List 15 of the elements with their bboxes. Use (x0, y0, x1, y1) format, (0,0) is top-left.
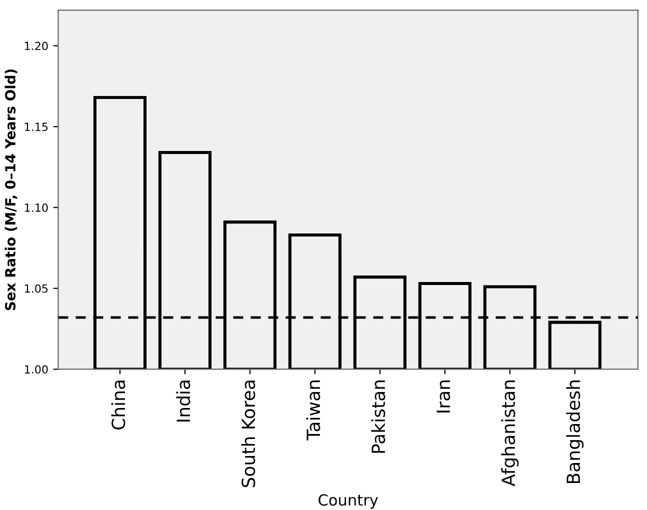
x-tick-label: Iran (436, 380, 450, 412)
y-axis-title: Sex Ratio (M/F, 0–14 Years Old) (4, 70, 18, 310)
y-tick-label: 1.05 (24, 284, 48, 293)
x-tick-label: Taiwan (306, 380, 320, 440)
x-tick-label: South Korea (241, 380, 256, 488)
y-tick-label: 1.10 (24, 203, 48, 212)
x-tick-label: China (111, 380, 126, 430)
x-axis-title: Country (318, 494, 378, 509)
x-tick-label: Pakistan (371, 380, 386, 453)
y-tick-label: 1.00 (24, 365, 48, 374)
x-tick-label: Bangladesh (566, 380, 584, 484)
x-tick-label: Afghanistan (501, 380, 519, 486)
y-tick-label: 1.15 (24, 122, 48, 132)
y-tick-label: 1.20 (24, 42, 48, 50)
x-tick-label: India (176, 380, 190, 422)
